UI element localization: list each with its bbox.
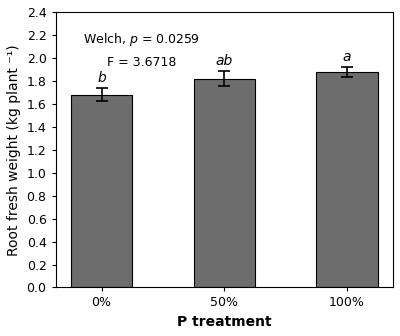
Bar (194, 79, 255, 288)
Text: F = 3.6718: F = 3.6718 (82, 56, 176, 69)
Text: a: a (343, 50, 351, 64)
Bar (71, 95, 132, 288)
X-axis label: P treatment: P treatment (177, 315, 272, 329)
Y-axis label: Root fresh weight (kg plant ⁻¹): Root fresh weight (kg plant ⁻¹) (7, 44, 21, 255)
Text: ab: ab (216, 54, 233, 68)
Bar (316, 72, 378, 288)
Text: b: b (97, 72, 106, 85)
Text: Welch, $p$ = 0.0259: Welch, $p$ = 0.0259 (82, 31, 199, 48)
